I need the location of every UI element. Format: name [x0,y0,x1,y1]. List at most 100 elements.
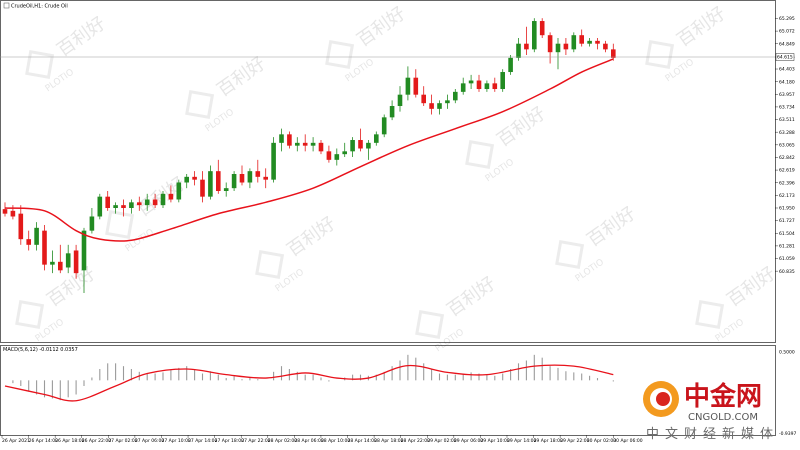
price-tick-label: 61.727 [779,218,795,224]
price-tick-label: 65.072 [779,29,795,35]
price-tick-label: 65.295 [779,16,795,22]
moving-average-line [4,58,614,242]
candle-body [10,210,16,217]
candle-body [152,199,158,206]
candle-body [326,151,332,160]
candle-body [532,21,537,50]
watermark-logo-icon [255,250,285,279]
time-tick-label: 28 Apr 10:00 [321,438,350,444]
candle-body [524,43,529,50]
candle-body [595,40,600,44]
candle-body [208,171,213,197]
candle-body [137,202,142,206]
candle-body [389,106,395,118]
candle-body [73,250,79,274]
time-tick-label: 29 Apr 18:00 [534,438,563,444]
time-tick-label: 28 Apr 22:00 [401,438,430,444]
time-tick-label: 29 Apr 14:00 [507,438,536,444]
candle-body [58,261,63,271]
candle-body [587,40,592,44]
candle-body [358,140,363,149]
candle-body [334,154,340,160]
candle-body [18,213,24,240]
candle-body [97,196,103,217]
main-title: CrudeOil,H1: Crude Oil [11,4,68,10]
watermark-logo-icon [695,300,725,329]
candle-body [34,227,39,245]
candle-body [468,80,474,84]
time-tick-label: 27 Apr 14:00 [188,438,217,444]
watermark-logo-icon [465,140,495,169]
candle-body [366,142,371,149]
price-tick-label: 61.281 [779,243,795,249]
current-price-marker: 64.615 [0,53,795,61]
logo-title: 中金网 [684,381,762,412]
candle-body [405,77,411,95]
time-tick-label: 28 Apr 06:00 [294,438,323,444]
price-tick-label: 64.180 [779,79,795,85]
candle-body [571,35,577,50]
candle-body [484,83,490,90]
main-title-group: CrudeOil,H1: Crude Oil [3,2,68,10]
watermark-logo-icon [645,40,675,69]
price-tick-label: 62.396 [779,180,795,186]
candle-body [413,77,419,95]
candle-body [105,196,110,208]
price-tick-label: 61.504 [779,231,795,237]
candle-body [374,134,379,143]
price-plot [2,18,616,293]
candle-body [453,91,458,101]
candle-body [516,43,521,58]
candle-body [603,43,608,50]
candle-body [200,179,205,197]
current-price-label: 64.615 [777,55,793,61]
price-tick-label: 63.065 [779,142,795,148]
candle-body [26,239,31,245]
candle-body [129,202,134,208]
candle-body [539,21,545,36]
candle-body [547,35,553,53]
time-tick-label: 27 Apr 22:00 [241,438,270,444]
candle-body [89,216,95,231]
candle-body [271,142,276,180]
candle-body [318,142,324,152]
candle-body [287,134,292,146]
candle-body [65,253,71,268]
candle-body [350,140,355,152]
candle-body [295,142,300,146]
candle-body [429,103,434,109]
price-tick-label: 64.403 [779,67,795,73]
time-tick-label: 26 Apr 14:00 [29,438,58,444]
time-tick-label: 26 Apr 2021 [2,438,30,444]
macd-pane-frame [0,345,776,436]
candle-body [223,188,229,191]
candle-body [460,83,466,92]
logo-subtitle: 中文财经新媒体 [646,426,779,442]
price-tick-label: 61.950 [779,206,795,212]
time-tick-label: 29 Apr 06:00 [454,438,483,444]
macd-signal-line [4,364,614,402]
candle-body [144,199,150,206]
candle-body [421,94,426,104]
logo-emblem-core-icon [656,392,670,406]
candle-body [42,230,47,265]
candle-body [381,117,387,135]
candle-body [255,171,261,177]
axis-layer: 65.295 65.072 64.849 64.615 64.403 64.180 63.9… [1,16,797,444]
candle-body [168,193,174,200]
cngold-logo: 中金网 CNGOLD.COM 中文财经新媒体 [643,381,779,442]
price-tick-label: 61.059 [779,256,795,262]
price-tick-label: 63.957 [779,92,795,98]
time-tick-label: 27 Apr 18:00 [215,438,244,444]
candle-body [500,72,505,90]
candle-body [2,209,8,214]
candle-body [302,142,308,146]
candle-body [492,83,498,90]
time-tick-label: 28 Apr 18:00 [374,438,403,444]
time-tick-label: 26 Apr 22:00 [82,438,111,444]
candle-body [50,261,55,265]
candle-body [176,182,182,200]
watermark-logo-icon [105,210,135,239]
price-tick-label: 63.511 [779,117,795,123]
